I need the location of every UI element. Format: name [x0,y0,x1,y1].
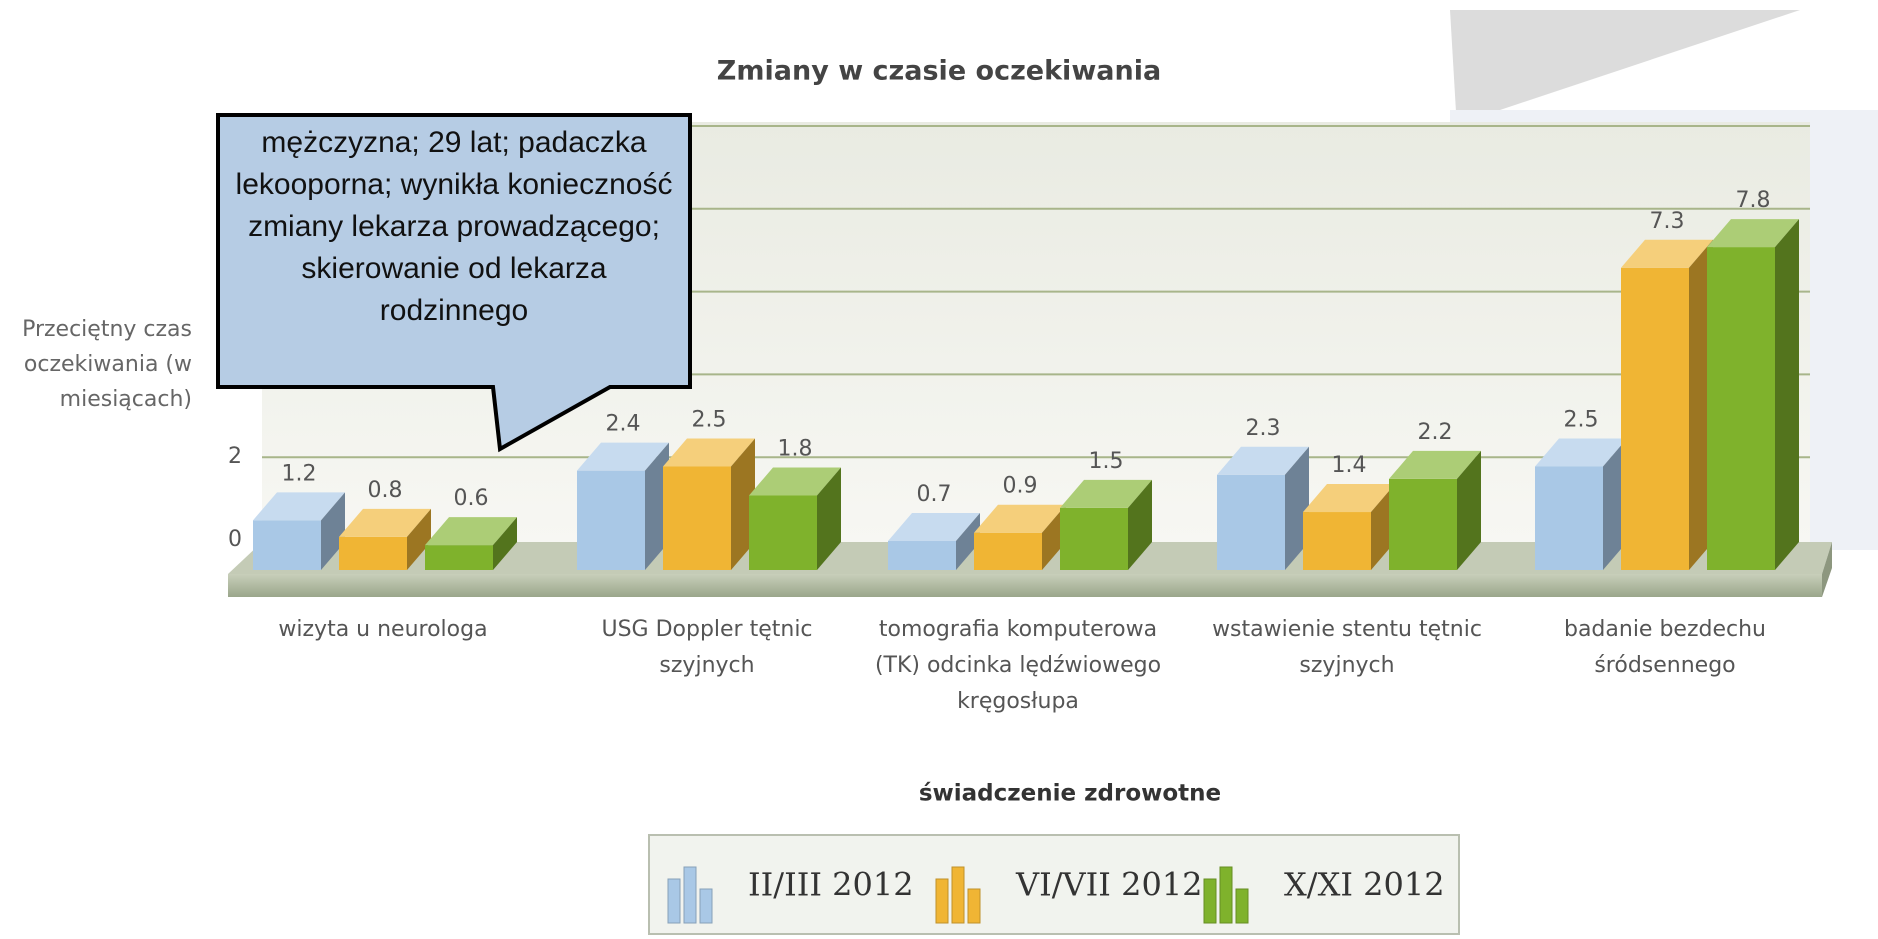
bar-top [1217,446,1309,475]
legend-box [648,834,1460,935]
bar-front [1621,267,1689,570]
bar-side [1775,219,1799,570]
x-axis-label: świadczenie zdrowotne [919,781,1221,807]
floor-side [1822,542,1832,597]
value-label: 2.5 [692,408,727,433]
bar-front [1303,512,1371,570]
y-axis-label: Przeciętny czas oczekiwania (w miesiącac… [22,317,192,412]
y-tick-label: 4 [228,361,242,386]
value-label: 0.6 [454,486,489,511]
x-tick-label: tomografia komputerowa (TK) odcinka lędź… [874,617,1162,714]
legend-swatch [951,866,965,924]
x-tick-label: wstawienie stentu tętnic szyjnych [1212,617,1482,678]
x-tick-label: badanie bezdechu śródsennego [1563,617,1766,678]
bar-top [1060,479,1152,508]
bar [253,492,345,570]
bar [1707,219,1799,570]
bar [339,508,431,570]
bar [974,504,1066,570]
bar-front [1060,507,1128,570]
value-label: 1.8 [778,436,813,461]
legend-label: II/III 2012 [748,866,914,904]
bar-top [253,492,345,521]
value-label: 7.3 [1650,209,1685,234]
bar-top [749,467,841,496]
y-tick-label: 2 [228,444,242,469]
x-tick-label: USG Doppler tętnic szyjnych [601,617,813,678]
legend-swatch [699,888,713,924]
bar-top [1535,438,1627,467]
bar-top [339,508,431,537]
logo-shape [1450,10,1800,180]
value-label: 1.4 [1332,453,1367,478]
bar [1389,450,1481,570]
bar-side [407,508,431,570]
bar [577,442,669,570]
bar [1060,479,1152,570]
bar-front [253,520,321,570]
bar [1303,484,1395,570]
value-label: 1.2 [282,461,317,486]
legend-swatch [683,866,697,924]
legend-swatch [1219,866,1233,924]
bar-top [1707,219,1799,248]
value-label: 2.3 [1246,416,1281,441]
floor-front [228,574,1822,597]
bar [663,438,755,570]
bar-side [956,513,980,570]
bar-side [1128,479,1152,570]
value-label: 2.5 [1564,408,1599,433]
x-tick-label: wizyta u neurologa [278,617,488,642]
bar-side [1457,450,1481,570]
bar-front [1217,474,1285,570]
bar-front [1707,247,1775,570]
bar-top [974,504,1066,533]
bar-top [1303,484,1395,513]
value-label: 0.8 [368,478,403,503]
bar-top [1389,450,1481,479]
bar-top [888,513,980,542]
legend-swatch [935,878,949,924]
bar [1217,446,1309,570]
callout-text: mężczyzna; 29 lat; padaczka lekooporna; … [235,126,673,327]
legend-swatch [1235,888,1249,924]
value-label: 1.5 [1089,449,1124,474]
bar-front [888,541,956,570]
bar-front [974,532,1042,570]
bar [1535,438,1627,570]
legend-label: X/XI 2012 [1284,866,1445,904]
bar [425,517,517,570]
bar-side [493,517,517,570]
value-label: 2.2 [1418,420,1453,445]
bar [749,467,841,570]
bar-front [663,466,731,570]
bar-front [577,470,645,570]
bar-front [1535,466,1603,570]
bar-front [1389,478,1457,570]
bar-top [425,517,517,546]
value-label: 2.4 [606,412,641,437]
value-label: 0.7 [917,482,952,507]
y-tick-label: 0 [228,527,242,552]
bar-side [817,467,841,570]
chart-title: Zmiany w czasie oczekiwania [717,56,1161,87]
value-label: 0.9 [1003,474,1038,499]
bar-front [749,495,817,570]
bar-side [321,492,345,570]
bar-top [1621,239,1713,268]
legend-swatch [667,878,681,924]
bar [1621,239,1713,570]
legend-label: VI/VII 2012 [1015,866,1203,904]
bar [888,513,980,570]
bar-front [339,536,407,570]
bar-front [425,545,493,570]
value-label: 7.8 [1736,188,1771,213]
legend-swatch [967,888,981,924]
legend-swatch [1203,878,1217,924]
